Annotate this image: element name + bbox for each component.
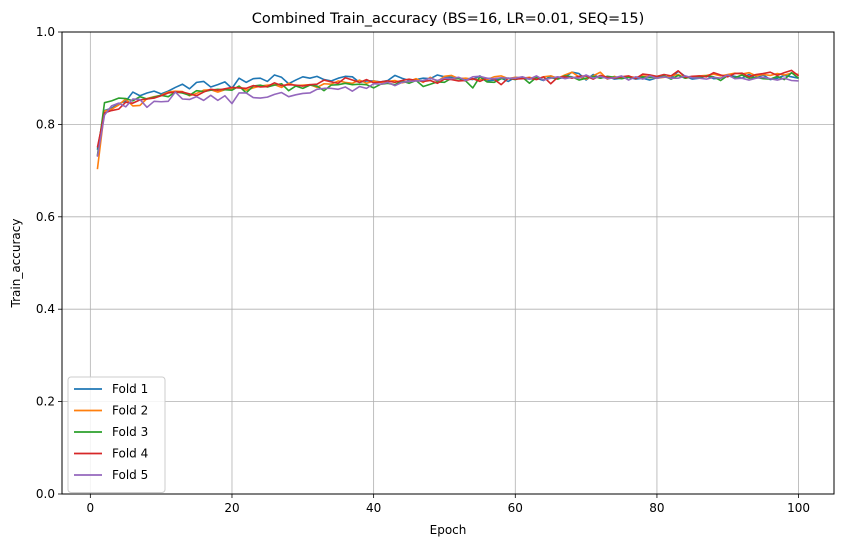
series-line-fold-2 [96, 71, 799, 170]
chart-title: Combined Train_accuracy (BS=16, LR=0.01,… [252, 11, 645, 27]
series-line-fold-4 [96, 69, 800, 148]
legend-label: Fold 5 [112, 468, 148, 482]
x-axis-ticks: 0 20 40 60 80 100 [87, 494, 810, 515]
y-tick-label: 0.0 [36, 487, 55, 501]
legend-box [67, 376, 166, 493]
series-line-fold-1 [96, 70, 799, 150]
series-line-fold-5 [96, 74, 799, 157]
legend-label: Fold 4 [112, 447, 148, 461]
grid [62, 31, 834, 495]
legend: Fold 1 Fold 2 Fold 3 Fold 4 Fold 5 [67, 376, 166, 493]
y-tick-label: 1.0 [36, 25, 55, 39]
y-axis-label: Train_accuracy [9, 219, 23, 309]
x-tick-label: 20 [224, 501, 239, 515]
legend-label: Fold 3 [112, 425, 148, 439]
legend-label: Fold 2 [112, 404, 148, 418]
x-tick-label: 60 [508, 501, 523, 515]
legend-label: Fold 1 [112, 382, 148, 396]
y-tick-label: 0.4 [36, 302, 55, 316]
y-tick-label: 0.6 [36, 210, 55, 224]
plot-frame [61, 31, 835, 495]
series-lines [96, 69, 800, 170]
y-tick-label: 0.8 [36, 117, 55, 131]
x-tick-label: 80 [649, 501, 664, 515]
x-axis-label: Epoch [430, 523, 467, 537]
x-tick-label: 100 [787, 501, 810, 515]
series-line-fold-3 [96, 71, 800, 156]
x-tick-label: 0 [87, 501, 95, 515]
y-tick-label: 0.2 [36, 395, 55, 409]
x-tick-label: 40 [366, 501, 381, 515]
y-axis-ticks: 0.0 0.2 0.4 0.6 0.8 1.0 [36, 25, 62, 501]
